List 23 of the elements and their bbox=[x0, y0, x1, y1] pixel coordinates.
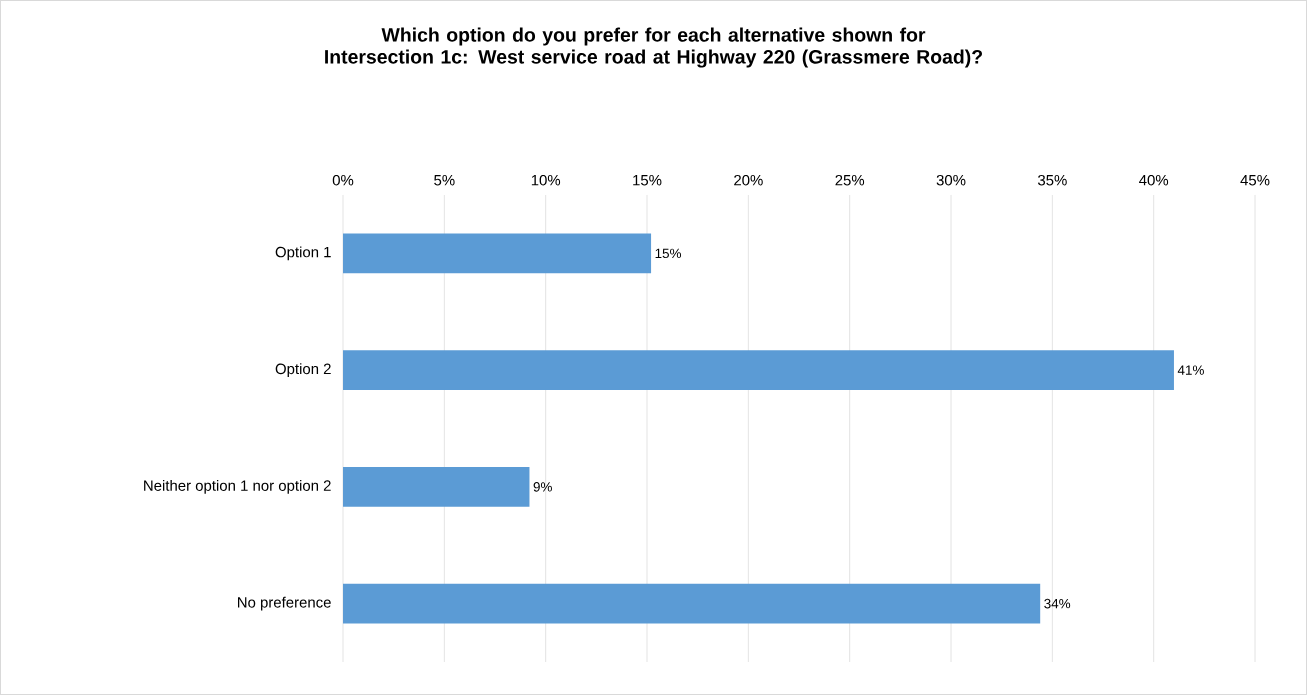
y-tick-label: Option 2 bbox=[275, 363, 331, 378]
data-label: 9% bbox=[533, 482, 552, 492]
x-tick-label: 30% bbox=[936, 174, 966, 186]
x-tick-label: 5% bbox=[434, 174, 455, 186]
bar bbox=[343, 467, 530, 507]
x-tick-label: 25% bbox=[835, 174, 865, 186]
x-tick-label: 20% bbox=[734, 174, 763, 186]
x-tick-label: 35% bbox=[1037, 174, 1067, 186]
chart-title: Which option do you prefer for each alternative shown for Intersection 1c: West service road at Highway 220 (Grassmere Road)? bbox=[325, 27, 982, 68]
data-label: 34% bbox=[1044, 598, 1071, 609]
data-label: 15% bbox=[655, 248, 682, 259]
y-tick-label: Option 1 bbox=[275, 246, 331, 261]
x-tick-label: 40% bbox=[1139, 174, 1169, 186]
x-tick-label: 15% bbox=[633, 174, 662, 186]
bar bbox=[343, 583, 1041, 624]
y-tick-label: No preference bbox=[238, 596, 331, 611]
bar bbox=[343, 350, 1174, 390]
data-label: 41% bbox=[1177, 365, 1204, 375]
y-tick-label: Neither option 1 nor option 2 bbox=[144, 479, 331, 494]
x-tick-label: 10% bbox=[531, 174, 561, 186]
x-tick-label: 45% bbox=[1240, 174, 1270, 186]
bar bbox=[343, 233, 652, 274]
x-tick-label: 0% bbox=[332, 174, 354, 186]
